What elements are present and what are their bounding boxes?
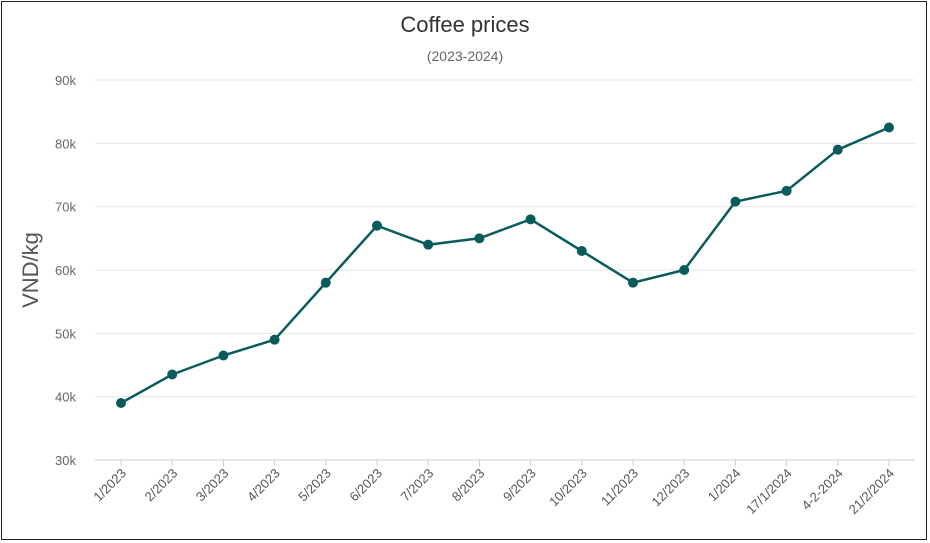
x-tick-label: 6/2023 [346,466,385,505]
x-tick-label: 7/2023 [398,466,437,505]
data-point[interactable] [320,277,331,288]
data-point[interactable] [781,185,792,196]
x-tick-label: 5/2023 [295,466,334,505]
x-tick-label: 3/2023 [193,466,232,505]
data-point[interactable] [884,122,894,133]
data-point[interactable] [474,233,485,244]
data-point[interactable] [628,277,638,288]
x-tick-label: 4/2023 [244,466,283,505]
chart-title: Coffee prices [400,12,529,37]
data-point[interactable] [730,196,741,207]
y-tick-label: 70k [55,200,76,215]
x-tick-label: 1/2023 [90,466,129,505]
y-axis-label: VND/kg [18,232,43,308]
x-axis: 1/2023 2/2023 3/2023 4/2023 5/2023 6/2023 7/20… [90,459,915,518]
x-tick-label: 12/2023 [648,466,692,510]
chart-subtitle: (2023-2024) [427,48,503,64]
x-tick-label: 4-2-2024 [799,466,846,513]
x-tick-label: 10/2023 [546,466,590,510]
x-tick-label: 2/2023 [142,466,181,505]
x-tick-label: 8/2023 [449,466,488,505]
y-axis-ticks: 30k 40k 50k 60k 70k 80k 90k [55,73,76,468]
gridlines [95,79,915,398]
data-point[interactable] [576,246,587,256]
data-point[interactable] [832,144,843,155]
y-tick-label: 80k [55,136,76,151]
y-tick-label: 90k [55,73,76,88]
data-point[interactable] [218,350,229,361]
x-tick-label: 1/2024 [705,466,744,505]
y-tick-label: 40k [55,390,76,405]
x-tick-label: 21/2/2024 [846,466,898,518]
series-line [120,126,890,405]
y-tick-label: 30k [55,453,76,468]
x-tick-label: 11/2023 [598,466,641,509]
series-layer [116,122,894,408]
data-point[interactable] [372,220,382,231]
y-tick-label: 60k [55,263,76,278]
data-point[interactable] [116,398,126,408]
data-point[interactable] [167,369,178,380]
data-point[interactable] [269,334,280,345]
x-tick-label: 17/1/2024 [743,466,795,518]
data-point[interactable] [423,239,434,250]
data-point[interactable] [679,265,690,275]
x-tick-label: 9/2023 [500,466,539,505]
data-point[interactable] [525,214,536,225]
y-tick-label: 50k [55,326,76,341]
